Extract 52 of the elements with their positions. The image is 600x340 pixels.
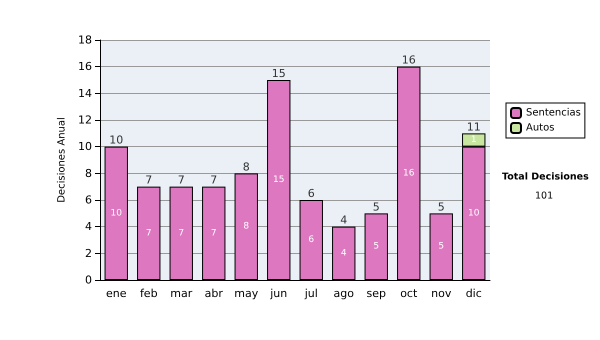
text: 101 bbox=[535, 190, 554, 202]
y-tick-label: 18 bbox=[78, 34, 92, 46]
total-label: 5 bbox=[372, 200, 380, 214]
x-tick-label: oct bbox=[400, 287, 418, 300]
x-tick-label: sep bbox=[366, 287, 386, 300]
total-label: 7 bbox=[178, 174, 185, 187]
x-tick-label: may bbox=[234, 287, 259, 300]
data-label: 10 bbox=[468, 208, 480, 218]
y-tick-label: 2 bbox=[85, 246, 92, 260]
total-label: 11 bbox=[466, 120, 481, 134]
data-label: 15 bbox=[273, 175, 284, 185]
x-tick-label: dic bbox=[466, 287, 482, 300]
data-label: 10 bbox=[110, 208, 122, 218]
y-tick-label: 8 bbox=[85, 166, 92, 180]
y-tick-label: 16 bbox=[78, 60, 92, 74]
data-label: 16 bbox=[403, 168, 415, 178]
x-tick-label: ago bbox=[334, 287, 354, 300]
data-label: 7 bbox=[146, 228, 152, 238]
data-label: 6 bbox=[308, 235, 314, 245]
total-label: 7 bbox=[145, 174, 152, 187]
y-axis-title: Decisiones Anual bbox=[56, 117, 68, 203]
y-tick-label: 6 bbox=[85, 194, 92, 206]
data-label: 4 bbox=[340, 248, 347, 258]
x-tick-label: feb bbox=[140, 287, 158, 300]
total-label: 6 bbox=[308, 187, 315, 200]
x-tick-label: jul bbox=[304, 287, 318, 300]
x-tick-label: mar bbox=[170, 287, 193, 300]
y-tick-label: 0 bbox=[85, 274, 92, 286]
x-tick-label: abr bbox=[204, 287, 224, 300]
total-label: 5 bbox=[438, 200, 445, 214]
total-label: 16 bbox=[402, 54, 416, 67]
y-tick-label: 10 bbox=[78, 140, 92, 154]
x-tick-label: jun bbox=[269, 287, 288, 300]
legend-label: Autos bbox=[526, 122, 554, 134]
y-tick-label: 12 bbox=[78, 114, 92, 126]
total-label: 10 bbox=[109, 134, 124, 147]
data-label: 5 bbox=[373, 242, 380, 252]
data-label: 7 bbox=[210, 228, 217, 238]
data-label: 5 bbox=[438, 242, 444, 252]
text: Total Decisiones bbox=[502, 172, 590, 182]
total-label: 8 bbox=[242, 160, 250, 174]
data-label: 1 bbox=[470, 135, 477, 145]
total-label: 7 bbox=[210, 174, 218, 187]
x-tick-label: ene bbox=[106, 287, 127, 300]
y-tick-label: 14 bbox=[78, 86, 92, 100]
total-label: 4 bbox=[340, 214, 348, 227]
total-label: 15 bbox=[272, 67, 286, 80]
y-tick-label: 4 bbox=[85, 220, 92, 234]
data-label: 7 bbox=[178, 228, 184, 238]
legend-label: Sentencias bbox=[526, 108, 581, 118]
x-tick-label: nov bbox=[431, 287, 452, 300]
data-label: 8 bbox=[243, 222, 250, 232]
